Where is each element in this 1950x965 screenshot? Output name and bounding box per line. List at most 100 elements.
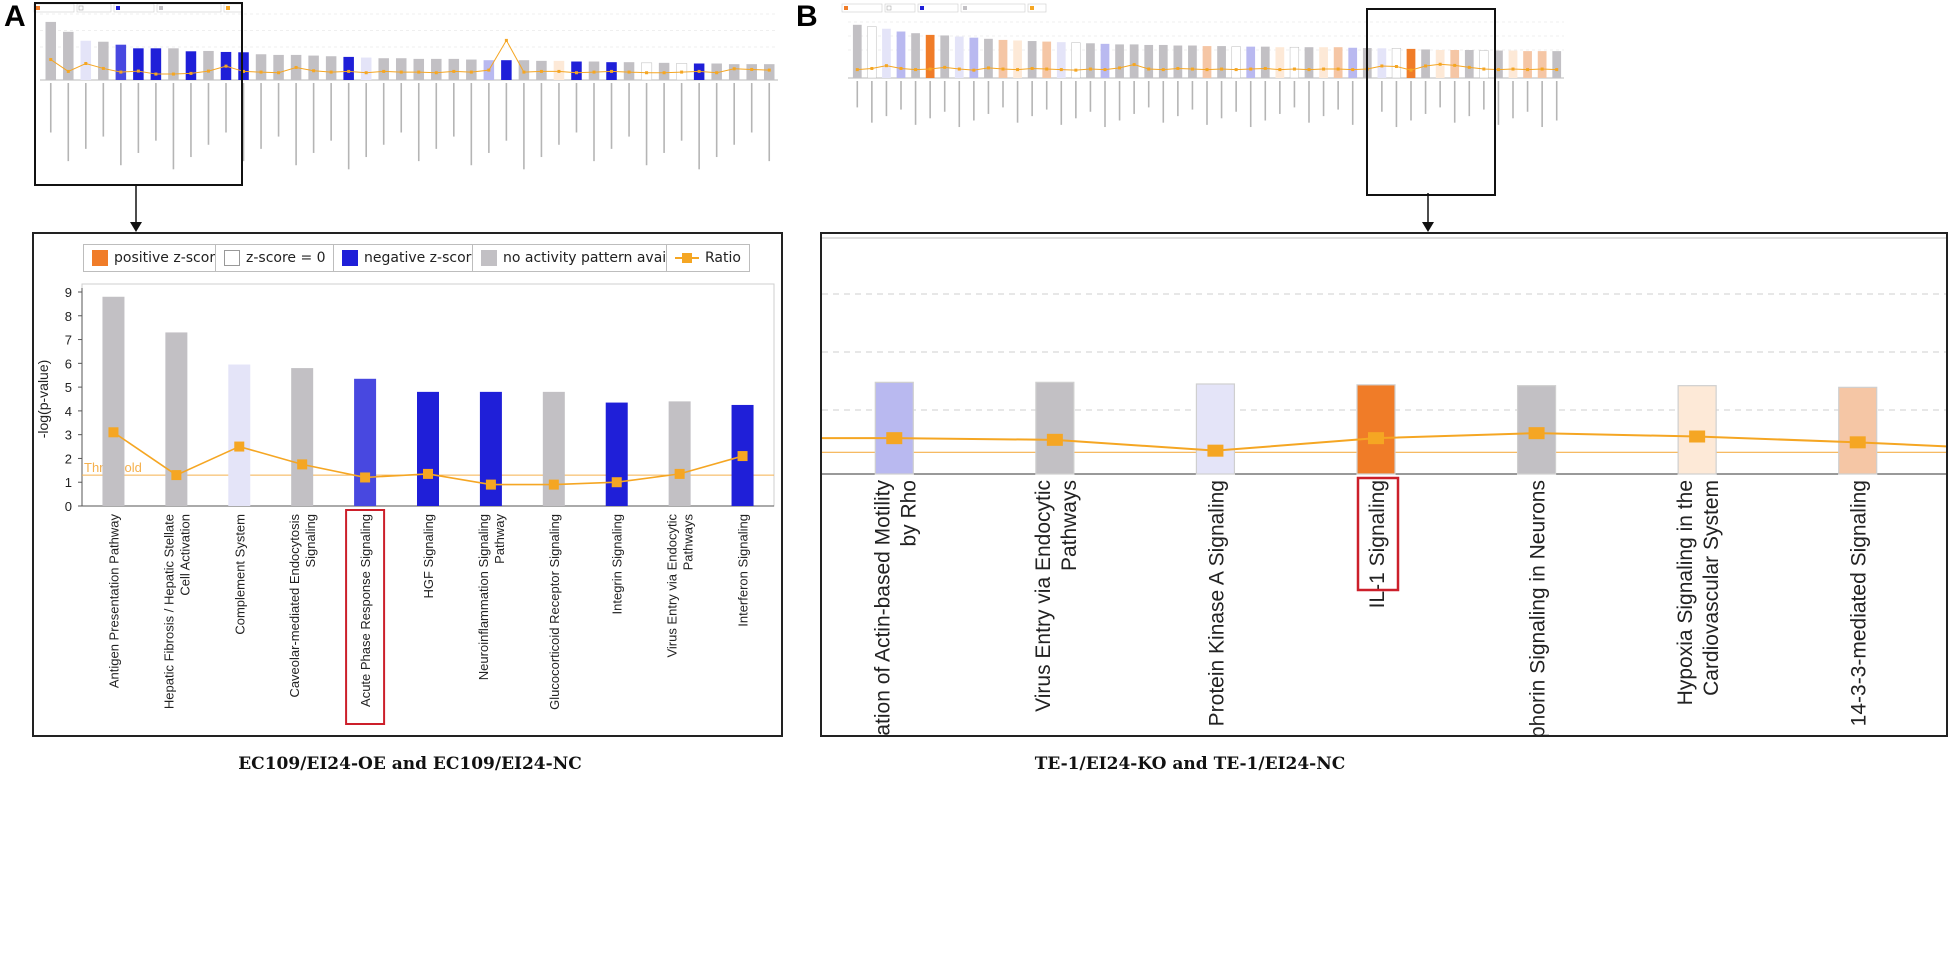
mini-ratio-point bbox=[1249, 67, 1253, 71]
mini-bar bbox=[852, 24, 862, 78]
mini-ratio-point bbox=[870, 66, 874, 70]
mini-bar bbox=[1304, 47, 1314, 78]
mini-bar bbox=[728, 64, 740, 80]
x-tick-label: Glucocorticoid Receptor Signaling bbox=[547, 514, 562, 710]
mini-bar bbox=[80, 40, 92, 80]
mini-bar bbox=[911, 33, 920, 78]
mini-bar bbox=[1086, 43, 1095, 78]
mini-ratio-point bbox=[1234, 68, 1238, 72]
mini-bar bbox=[1479, 50, 1489, 79]
mini-legend-swatch bbox=[1030, 6, 1034, 10]
mini-ratio-point bbox=[1511, 67, 1515, 71]
mini-bar bbox=[867, 26, 877, 79]
y-tick-label: 9 bbox=[65, 285, 72, 300]
mini-ratio-point bbox=[1045, 67, 1049, 71]
y-tick-label: 4 bbox=[65, 404, 72, 419]
mini-ratio-point bbox=[680, 70, 684, 74]
mini-ratio-point bbox=[119, 70, 123, 74]
mini-ratio-point bbox=[522, 70, 526, 74]
x-tick-label-group: Acute Phase Response Signaling bbox=[358, 514, 373, 707]
mini-bar bbox=[1348, 47, 1358, 78]
mini-ratio-point bbox=[1482, 67, 1486, 71]
mini-bar bbox=[360, 57, 372, 80]
y-tick-label: 2 bbox=[65, 451, 72, 466]
mini-ratio-point bbox=[504, 38, 508, 42]
x-tick-label: Hypoxia Signaling in the bbox=[1674, 480, 1697, 705]
mini-legend-item bbox=[76, 3, 112, 13]
mini-ratio-point bbox=[1088, 67, 1092, 71]
mini-ratio-point bbox=[610, 69, 614, 73]
ratio-point bbox=[1849, 436, 1866, 449]
mini-legend-swatch bbox=[226, 6, 230, 10]
mini-bar bbox=[1406, 48, 1416, 78]
mini-ratio-point bbox=[972, 68, 976, 72]
mini-ratio-point bbox=[417, 70, 421, 74]
legend-none-label: no activity pattern available bbox=[503, 250, 701, 266]
mini-ratio-point bbox=[592, 70, 596, 74]
mini-ratio-point bbox=[1001, 67, 1005, 71]
y-tick-label: 1 bbox=[65, 475, 72, 490]
chart-a: 0123456789-log(p-value)ThresholdAntigen … bbox=[35, 283, 775, 725]
mini-ratio-point bbox=[957, 67, 961, 71]
bar bbox=[542, 391, 565, 506]
mini-legend-swatch bbox=[963, 6, 967, 10]
mini-bar bbox=[45, 21, 57, 81]
mini-bar bbox=[1523, 51, 1532, 78]
ratio-point bbox=[234, 441, 245, 452]
mini-bar bbox=[571, 61, 582, 80]
mini-bar bbox=[343, 56, 354, 80]
mini-ratio-point bbox=[557, 69, 561, 73]
mini-bar bbox=[63, 31, 74, 80]
ratio-point bbox=[886, 432, 903, 445]
mini-legend-item bbox=[841, 3, 883, 13]
x-tick-label: Virus Entry via Endocytic bbox=[665, 514, 680, 658]
legend-zero-label: z-score = 0 bbox=[246, 250, 326, 266]
y-tick-label: 7 bbox=[65, 333, 72, 348]
bar bbox=[1195, 383, 1236, 475]
mini-bar bbox=[746, 64, 757, 80]
highlight-box bbox=[1356, 476, 1400, 592]
mini-ratio-point bbox=[1059, 68, 1063, 72]
highlight-box bbox=[345, 509, 386, 725]
mini-ratio-point bbox=[1307, 68, 1311, 72]
ratio-point bbox=[360, 472, 371, 483]
mini-ratio-point bbox=[943, 65, 947, 69]
mini-bar bbox=[940, 35, 950, 78]
mini-bar bbox=[954, 36, 964, 78]
x-tick-label: Interferon Signaling bbox=[736, 514, 751, 627]
mini-bar bbox=[1115, 44, 1124, 78]
mini-ratio-point bbox=[1220, 67, 1224, 71]
bar bbox=[1838, 386, 1878, 475]
mini-ratio-point bbox=[884, 64, 888, 68]
mini-ratio-point bbox=[1409, 68, 1413, 72]
mini-bar bbox=[1537, 51, 1547, 78]
mini-ratio-point bbox=[914, 68, 918, 72]
x-tick-label: Caveolar-mediated Endocytosis bbox=[287, 514, 302, 698]
mini-bar bbox=[896, 31, 906, 78]
mini-bar bbox=[882, 28, 891, 78]
panel-b-caption: TE-1/EI24-KO and TE-1/EI24-NC bbox=[1034, 754, 1346, 774]
y-axis-label: -log(p-value) bbox=[35, 360, 51, 439]
mini-ratio-point bbox=[136, 69, 140, 73]
mini-ratio-point bbox=[277, 71, 281, 75]
mini-bar bbox=[203, 50, 214, 80]
mini-bar bbox=[1552, 51, 1562, 78]
mini-ratio-point bbox=[1292, 67, 1296, 71]
bar bbox=[874, 381, 914, 475]
mini-bar bbox=[1508, 50, 1518, 78]
connector-arrows bbox=[130, 184, 1434, 232]
x-tick-label: by Rho bbox=[897, 480, 920, 547]
x-tick-label-group: Complement System bbox=[232, 514, 247, 635]
legend-zero: z-score = 0 bbox=[215, 244, 335, 272]
x-tick-label-group: Integrin Signaling bbox=[610, 514, 625, 614]
mini-ratio-point bbox=[539, 69, 543, 73]
mini-legend-swatch bbox=[886, 5, 892, 11]
mini-ratio-point bbox=[294, 65, 298, 69]
mini-ratio-point bbox=[66, 69, 70, 73]
ratio-point bbox=[611, 477, 622, 488]
mini-legend-swatch bbox=[78, 5, 84, 11]
mini-ratio-point bbox=[1526, 68, 1530, 72]
ratio-point bbox=[548, 479, 559, 490]
mini-ratio-point bbox=[645, 71, 649, 75]
bar bbox=[417, 391, 439, 506]
